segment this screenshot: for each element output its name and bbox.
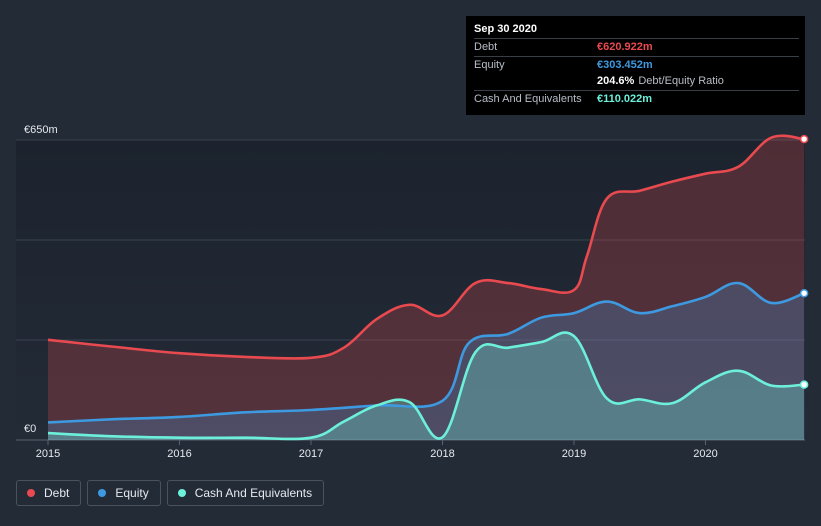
area-debt <box>48 135 805 440</box>
tooltip-date: Sep 30 2020 <box>474 23 537 35</box>
tooltip-ratio-label: Debt/Equity Ratio <box>638 75 724 88</box>
tooltip-debt-value: €620.922m <box>597 41 653 54</box>
area-equity <box>48 283 805 440</box>
tooltip-ratio-row: 204.6% Debt/Equity Ratio <box>474 73 799 90</box>
line-cash-and-equivalents <box>47 331 805 441</box>
x-tick-label: 2015 <box>36 448 60 460</box>
tooltip-debt-label: Debt <box>474 41 498 54</box>
legend-cash-dot <box>177 489 186 497</box>
area-cash-and-equivalents <box>48 332 805 440</box>
line-equity <box>47 281 805 424</box>
marker-debt <box>799 134 809 144</box>
x-tick-label: 2016 <box>167 448 191 460</box>
legend-item-cash[interactable]: Cash And Equivalents <box>166 480 325 506</box>
tooltip-cash-label: Cash And Equivalents <box>474 92 582 105</box>
tooltip-cash-row: Cash And Equivalents €110.022m <box>474 89 799 108</box>
legend-debt-label: Debt <box>44 486 70 500</box>
x-tick-label: 2018 <box>430 448 454 460</box>
tooltip: Sep 30 2020 Debt €620.922m Equity €303.4… <box>466 16 805 115</box>
legend: Debt Equity Cash And Equivalents <box>16 480 325 506</box>
x-tick-label: 2019 <box>562 448 586 460</box>
y-axis-bottom-label: €0 <box>24 423 36 435</box>
marker-cash-and-equivalents <box>799 380 809 389</box>
legend-cash-label: Cash And Equivalents <box>194 486 313 500</box>
plot-background <box>16 140 805 440</box>
tooltip-debt-row: Debt €620.922m <box>474 38 799 56</box>
legend-debt-dot <box>27 489 35 497</box>
tooltip-equity-row: Equity €303.452m <box>474 55 799 74</box>
marker-equity <box>799 288 809 298</box>
legend-equity-dot <box>98 489 107 497</box>
legend-item-debt[interactable]: Debt <box>16 480 82 506</box>
tooltip-equity-label: Equity <box>474 58 505 71</box>
tooltip-cash-value: €110.022m <box>597 92 653 105</box>
x-tick-label: 2017 <box>299 448 323 460</box>
tooltip-equity-value: €303.452m <box>597 58 653 71</box>
legend-item-equity[interactable]: Equity <box>87 480 161 506</box>
line-debt <box>47 134 805 360</box>
y-axis-top-label: €650m <box>24 124 58 136</box>
legend-equity-label: Equity <box>115 486 149 500</box>
x-tick-label: 2020 <box>693 448 717 460</box>
tooltip-ratio-value: 204.6% <box>597 75 635 88</box>
